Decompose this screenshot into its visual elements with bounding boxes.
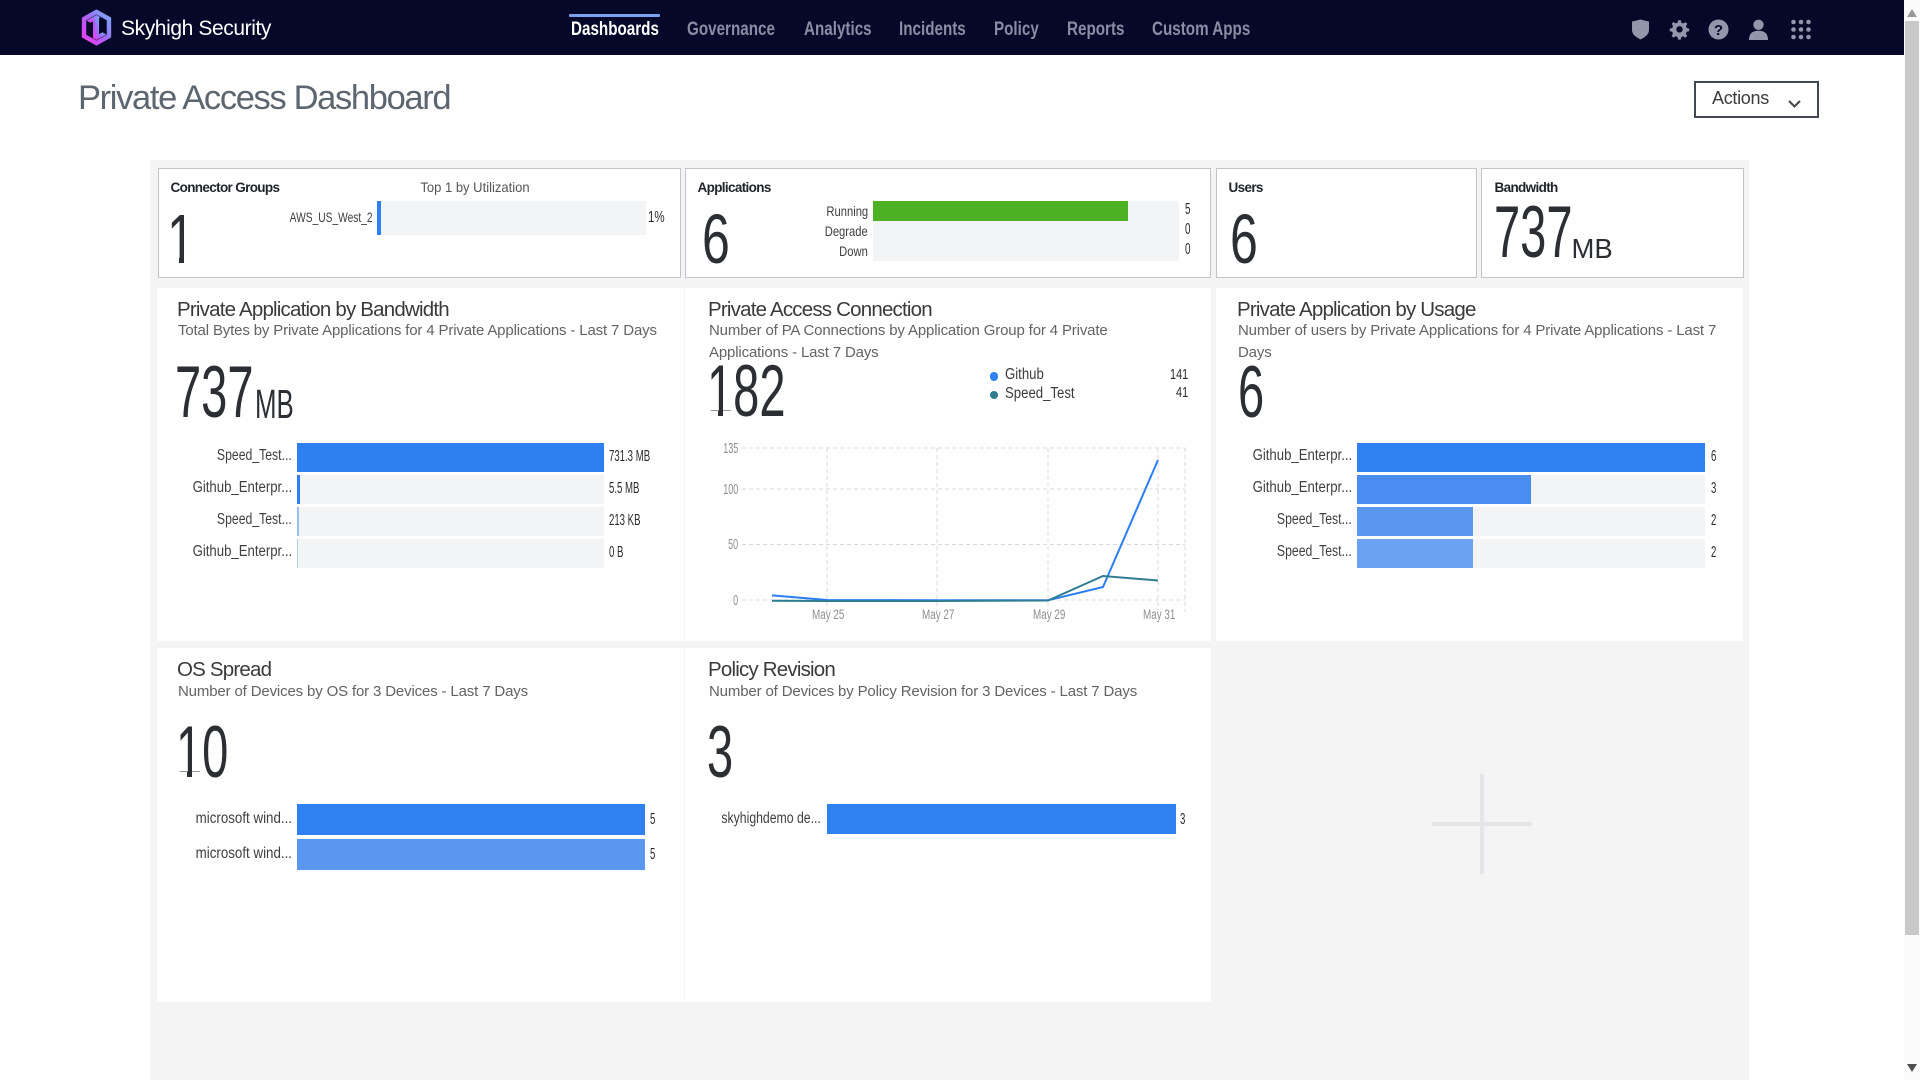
svg-text:?: ?: [1714, 22, 1723, 39]
